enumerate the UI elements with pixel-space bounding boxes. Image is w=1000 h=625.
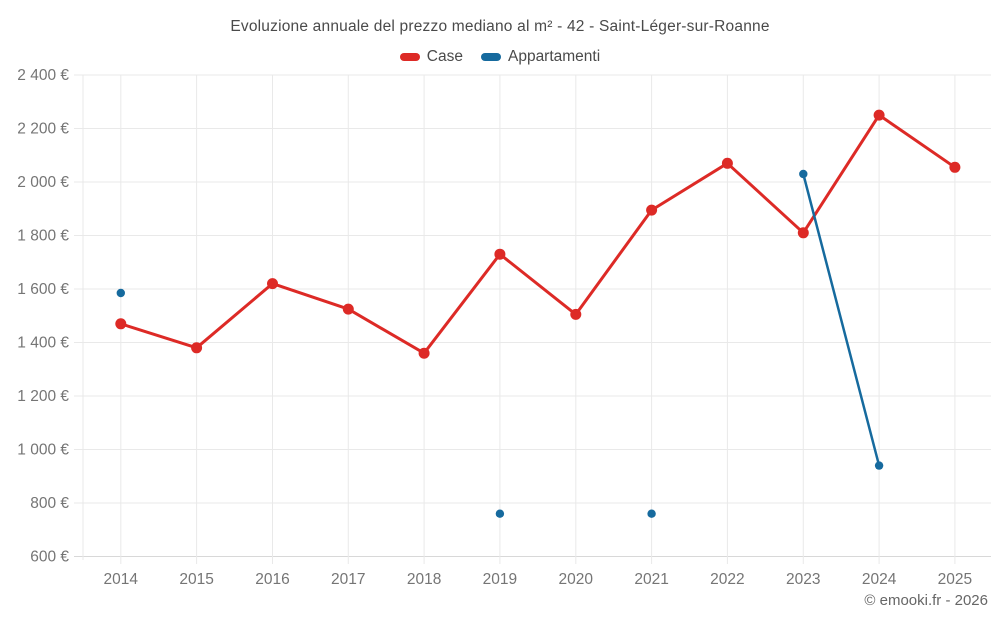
svg-text:2015: 2015 (179, 571, 213, 588)
svg-text:2022: 2022 (710, 571, 744, 588)
appartamenti-series-swatch-icon (480, 53, 501, 61)
legend-item-label: Appartamenti (507, 48, 601, 65)
svg-text:1 800 €: 1 800 € (17, 228, 69, 245)
svg-text:2017: 2017 (331, 571, 365, 588)
legend-item-case[interactable]: Case (399, 48, 463, 66)
legend-item-appartamenti[interactable]: Appartamenti (480, 48, 601, 66)
svg-text:2019: 2019 (483, 571, 517, 588)
svg-text:2016: 2016 (255, 571, 289, 588)
svg-text:1 400 €: 1 400 € (17, 335, 69, 352)
svg-text:2023: 2023 (786, 571, 820, 588)
legend: Case Appartamenti (0, 48, 1000, 66)
svg-text:2014: 2014 (104, 571, 139, 588)
chart-title: Evoluzione annuale del prezzo mediano al… (230, 18, 770, 35)
svg-text:2018: 2018 (407, 571, 441, 588)
svg-text:2 000 €: 2 000 € (17, 174, 69, 191)
svg-text:2025: 2025 (938, 571, 972, 588)
svg-text:2 200 €: 2 200 € (17, 121, 69, 138)
svg-text:600 €: 600 € (30, 549, 69, 566)
watermark: © emooki.fr - 2026 (864, 592, 988, 609)
svg-text:2 400 €: 2 400 € (17, 67, 69, 84)
svg-text:1 200 €: 1 200 € (17, 388, 69, 405)
svg-text:2020: 2020 (559, 571, 594, 588)
legend-item-label: Case (426, 48, 463, 65)
case-series-swatch-icon (399, 53, 420, 61)
svg-text:2024: 2024 (862, 571, 897, 588)
svg-text:800 €: 800 € (30, 495, 69, 512)
svg-text:1 600 €: 1 600 € (17, 281, 69, 298)
svg-text:2021: 2021 (634, 571, 668, 588)
svg-text:1 000 €: 1 000 € (17, 442, 69, 459)
